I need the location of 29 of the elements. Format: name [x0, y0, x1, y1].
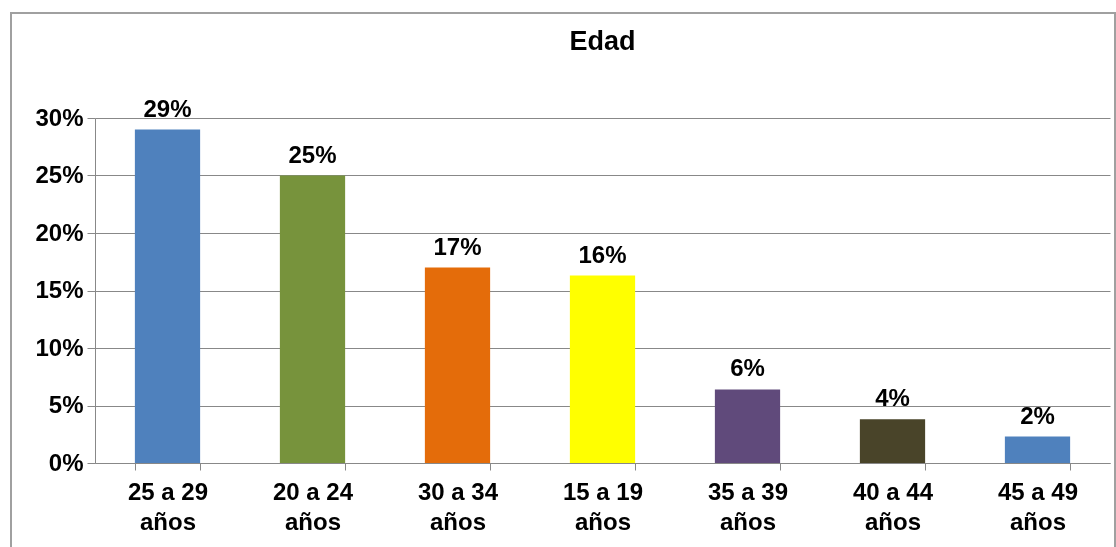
bar — [1004, 436, 1071, 463]
bar — [424, 267, 491, 463]
x-tick-label: 30 a 34 años — [417, 477, 499, 535]
data-label: 17% — [433, 232, 482, 260]
data-label: 2% — [1020, 401, 1055, 429]
y-tick-label: 0% — [48, 448, 84, 476]
bar — [569, 275, 636, 463]
bar — [134, 129, 201, 463]
y-tick-label: 25% — [35, 161, 84, 188]
bar — [859, 419, 926, 463]
x-tick-label: 45 a 49 años — [997, 477, 1079, 535]
data-label: 4% — [875, 384, 910, 412]
chart-title: Edad — [569, 25, 636, 56]
x-tick-label: 25 a 29 años — [127, 477, 209, 535]
data-label: 29% — [143, 94, 192, 122]
data-label: 16% — [578, 240, 627, 268]
y-tick-label: 30% — [35, 103, 84, 131]
bar — [714, 389, 781, 463]
data-label: 6% — [730, 354, 765, 382]
y-tick-label: 5% — [48, 391, 84, 418]
x-tick-label: 40 a 44 años — [852, 477, 934, 535]
bar — [279, 175, 346, 463]
data-label: 25% — [288, 140, 337, 168]
y-tick-label: 20% — [35, 218, 84, 246]
x-tick-label: 20 a 24 años — [272, 477, 354, 535]
y-tick-label: 15% — [35, 276, 84, 303]
x-tick-label: 15 a 19 años — [562, 477, 644, 535]
y-tick-label: 10% — [35, 333, 84, 361]
x-tick-label: 35 a 39 años — [707, 477, 789, 535]
